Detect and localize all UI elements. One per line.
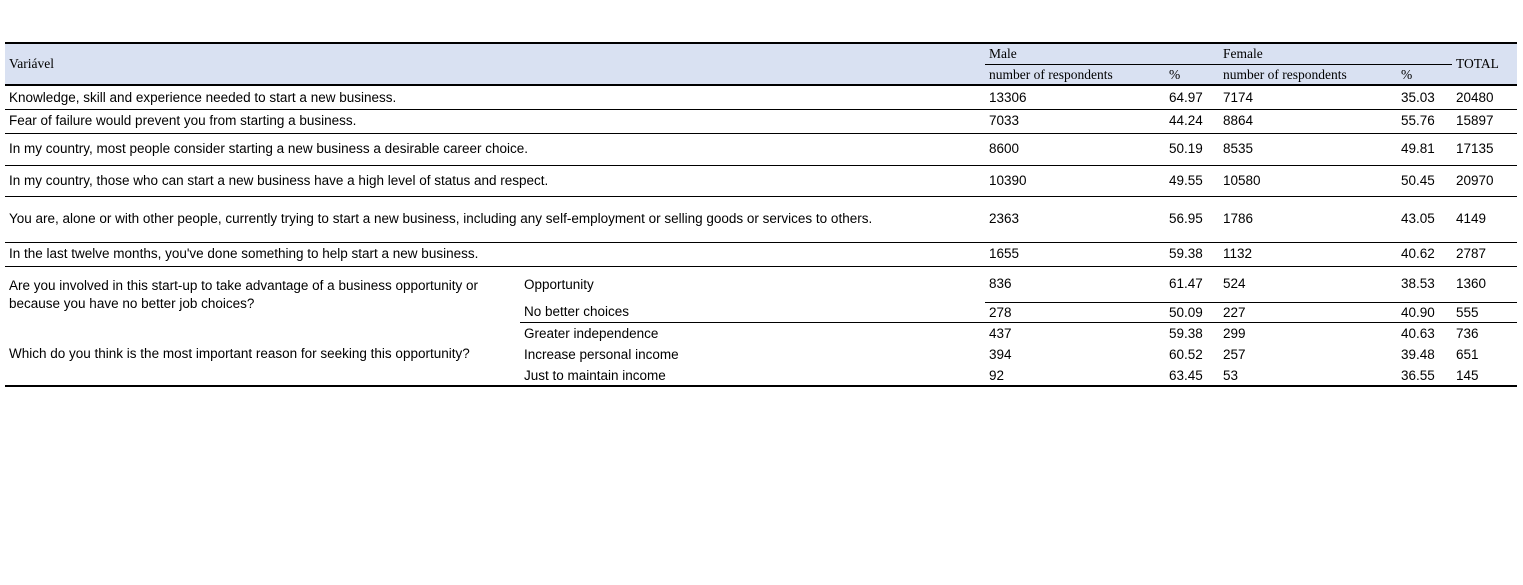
female-count-cell: 53: [1223, 367, 1239, 383]
question-cell: Knowledge, skill and experience needed t…: [5, 85, 986, 110]
female-percent-cell: 49.81: [1397, 133, 1453, 166]
subcategory-cell: Just to maintain income: [524, 367, 666, 383]
total-cell: 555: [1452, 302, 1518, 324]
total-cell: 15897: [1452, 109, 1518, 134]
male-percent-cell: 50.09: [1165, 302, 1220, 324]
female-count-cell: 257: [1223, 347, 1246, 363]
col-header-male-group: Male: [985, 43, 1220, 65]
female-percent-cell: 55.76: [1397, 109, 1453, 134]
male-count-cell: 7033: [985, 109, 1166, 134]
male-count-cell: 13306: [985, 85, 1166, 110]
female-count-cell: 1786: [1219, 196, 1398, 243]
question-cell: Are you involved in this start-up to tak…: [9, 278, 479, 311]
female-percent-cell: 40.90: [1397, 302, 1453, 324]
total-cell: 736: [1456, 326, 1479, 342]
female-percent-cell: 35.03: [1397, 85, 1453, 110]
male-count-cell: 836: [985, 266, 1166, 303]
total-cell: 17135: [1452, 133, 1518, 166]
table-row: In my country, those who can start a new…: [5, 165, 1518, 197]
female-count-cell: 524: [1219, 266, 1398, 303]
respondents-table: Variável Male Female TOTAL number of res…: [5, 42, 1518, 388]
col-header-total: TOTAL: [1452, 43, 1518, 87]
subcategory-cell: Greater independence: [524, 326, 659, 342]
table-row: In my country, most people consider star…: [5, 133, 1518, 166]
male-count-cell: 8600: [985, 133, 1166, 166]
female-percent-cell: 39.48: [1401, 347, 1435, 363]
female-count-cell: 227: [1219, 302, 1398, 324]
male-count-cell: 1655: [985, 242, 1166, 267]
table-row: Knowledge, skill and experience needed t…: [5, 85, 1518, 110]
table-row: Which do you think is the most important…: [5, 323, 1517, 361]
subcategory-cell: No better choices: [520, 302, 986, 324]
female-count-cell: 8535: [1219, 133, 1398, 166]
female-percent-cell: 38.53: [1397, 266, 1453, 303]
table-row: No better choices 278 50.09 227 40.90 55…: [5, 302, 1518, 324]
question-cell: In my country, most people consider star…: [5, 133, 986, 166]
total-cell: 145: [1456, 367, 1479, 383]
table-body: Knowledge, skill and experience needed t…: [5, 85, 1518, 387]
col-header-male-respondents: number of respondents: [985, 64, 1166, 87]
male-percent-cell: 59.38: [1169, 326, 1203, 342]
table-header: Variável Male Female TOTAL number of res…: [5, 43, 1518, 87]
table-row: Fear of failure would prevent you from s…: [5, 109, 1518, 134]
male-count-cell: 437: [989, 326, 1012, 342]
question-cell: In the last twelve months, you've done s…: [5, 242, 986, 267]
total-cell: 20480: [1452, 85, 1518, 110]
male-percent-cell: 61.47: [1165, 266, 1220, 303]
table-row: You are, alone or with other people, cur…: [5, 196, 1518, 243]
total-cell: 1360: [1452, 266, 1518, 303]
total-cell: 4149: [1452, 196, 1518, 243]
female-percent-cell: 43.05: [1397, 196, 1453, 243]
male-count-cell: 278: [985, 302, 1166, 324]
male-percent-cell: 56.95: [1165, 196, 1220, 243]
question-cell: In my country, those who can start a new…: [5, 165, 986, 197]
table-row: Increase personal income 394 60.52 257 3…: [5, 345, 1517, 366]
male-percent-cell: 59.38: [1165, 242, 1220, 267]
male-percent-cell: 44.24: [1165, 109, 1220, 134]
female-count-cell: 299: [1223, 326, 1246, 342]
question-cell: Which do you think is the most important…: [9, 346, 470, 362]
col-header-female-group: Female: [1219, 43, 1453, 65]
subcategory-cell: Increase personal income: [524, 347, 679, 363]
male-percent-cell: 63.45: [1169, 367, 1203, 383]
male-count-cell: 394: [989, 347, 1012, 363]
male-percent-cell: 50.19: [1165, 133, 1220, 166]
male-percent-cell: 49.55: [1165, 165, 1220, 197]
question-cell: Fear of failure would prevent you from s…: [5, 109, 986, 134]
table-row: Just to maintain income 92 63.45 53 36.5…: [5, 366, 1517, 387]
total-cell: 20970: [1452, 165, 1518, 197]
col-header-male-percent: %: [1165, 64, 1220, 87]
header-group-row: Variável Male Female TOTAL: [5, 43, 1518, 87]
male-count-cell: 2363: [985, 196, 1166, 243]
total-cell: 2787: [1452, 242, 1518, 267]
male-count-cell: 10390: [985, 165, 1166, 197]
total-cell: 651: [1456, 347, 1479, 363]
male-count-cell: 92: [989, 367, 1005, 383]
col-header-female-percent: %: [1397, 64, 1453, 87]
subcategory-cell: Opportunity: [524, 276, 594, 292]
question-cell: You are, alone or with other people, cur…: [5, 196, 986, 243]
col-header-variavel: Variável: [5, 43, 986, 87]
female-count-cell: 1132: [1219, 242, 1398, 267]
male-percent-cell: 60.52: [1169, 347, 1203, 363]
female-percent-cell: 40.63: [1401, 326, 1435, 342]
col-header-female-respondents: number of respondents: [1219, 64, 1398, 87]
female-count-cell: 10580: [1219, 165, 1398, 197]
female-percent-cell: 40.62: [1397, 242, 1453, 267]
female-percent-cell: 36.55: [1401, 367, 1435, 383]
male-percent-cell: 64.97: [1165, 85, 1220, 110]
female-percent-cell: 50.45: [1397, 165, 1453, 197]
table-row: Are you involved in this start-up to tak…: [5, 266, 1518, 311]
header-sub-row: number of respondents % number of respon…: [5, 64, 1517, 87]
female-count-cell: 8864: [1219, 109, 1398, 134]
table-row: In the last twelve months, you've done s…: [5, 242, 1518, 267]
female-count-cell: 7174: [1219, 85, 1398, 110]
